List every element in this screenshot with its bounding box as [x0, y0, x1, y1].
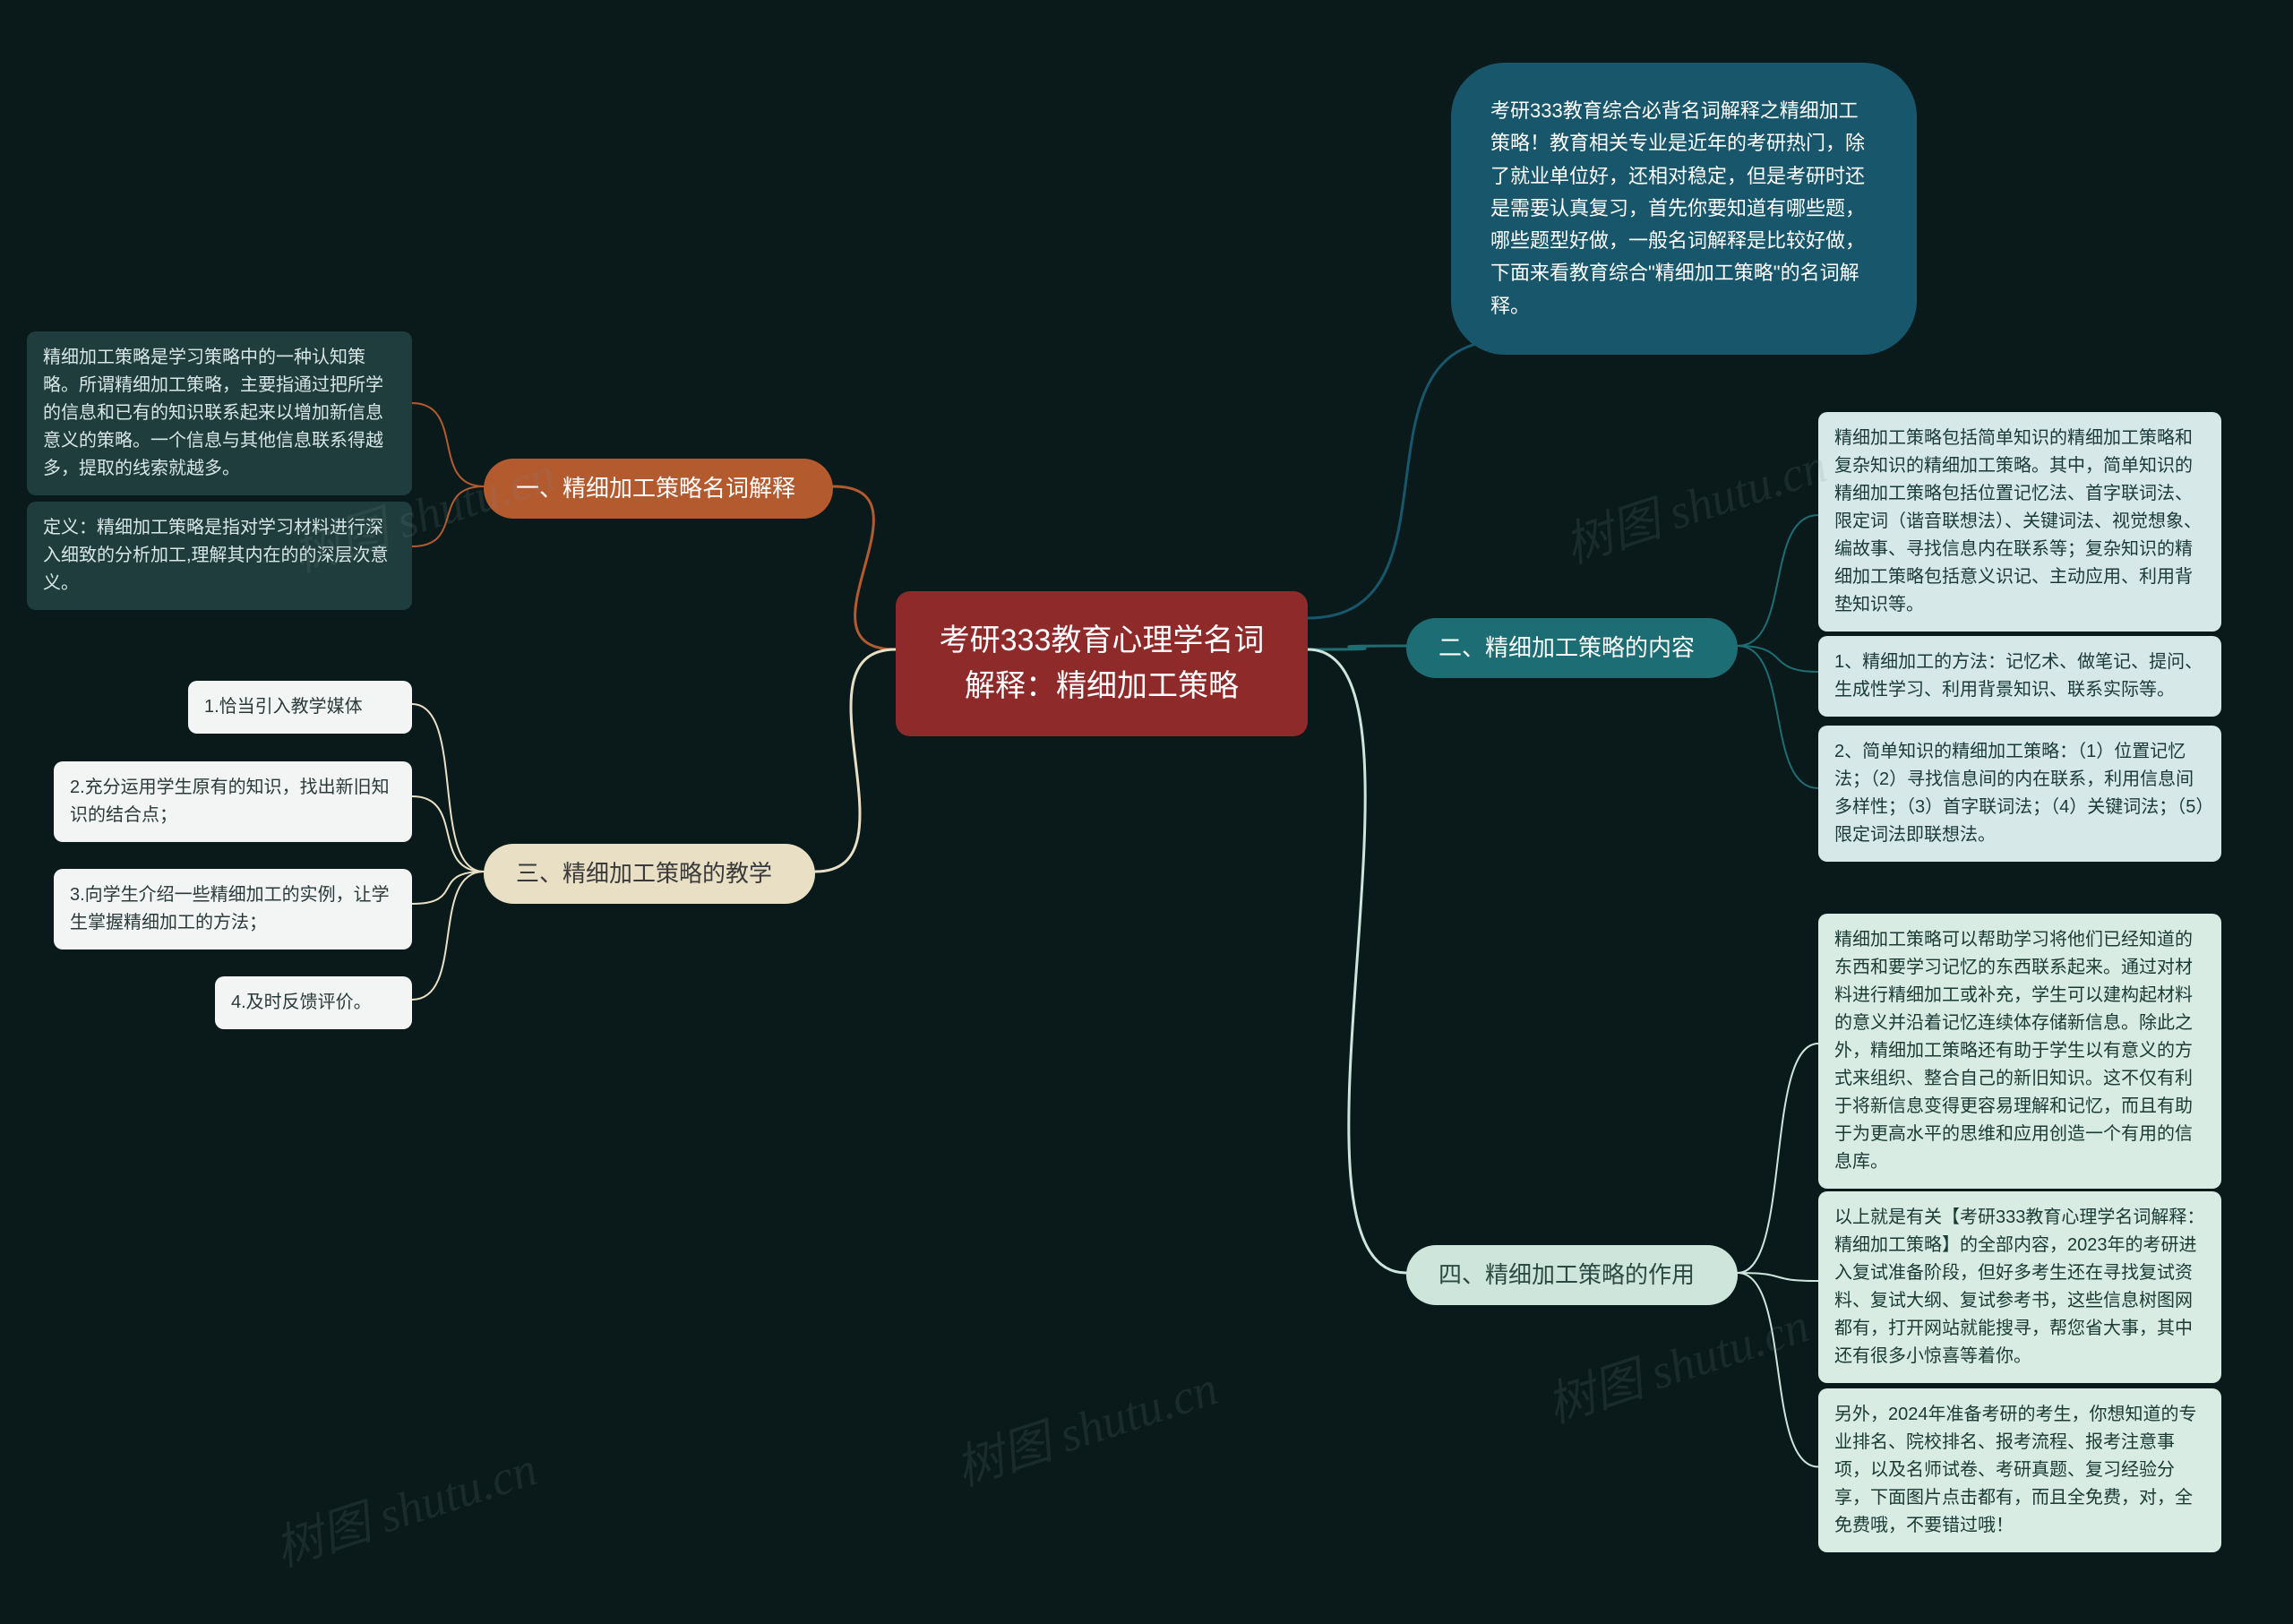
- leaf-node: 精细加工策略是学习策略中的一种认知策略。所谓精细加工策略，主要指通过把所学的信息…: [27, 331, 412, 495]
- root-line1: 考研333教育心理学名词: [932, 618, 1272, 664]
- leaf-node: 3.向学生介绍一些精细加工的实例，让学生掌握精细加工的方法；: [54, 869, 412, 949]
- watermark: 树图 shutu.cn: [1554, 425, 1834, 577]
- watermark: 树图 shutu.cn: [264, 1429, 545, 1580]
- branch-node: 四、精细加工策略的作用: [1406, 1245, 1738, 1305]
- leaf-node: 1.恰当引入教学媒体: [188, 681, 412, 734]
- leaf-node: 定义：精细加工策略是指对学习材料进行深入细致的分析加工,理解其内在的的深层次意义…: [27, 502, 412, 610]
- intro-bubble: 考研333教育综合必背名词解释之精细加工策略！教育相关专业是近年的考研热门，除了…: [1451, 63, 1917, 355]
- leaf-node: 另外，2024年准备考研的考生，你想知道的专业排名、院校排名、报考流程、报考注意…: [1818, 1388, 2221, 1552]
- leaf-node: 精细加工策略包括简单知识的精细加工策略和复杂知识的精细加工策略。其中，简单知识的…: [1818, 412, 2221, 632]
- root-line2: 解释：精细加工策略: [932, 664, 1272, 709]
- leaf-node: 4.及时反馈评价。: [215, 976, 412, 1029]
- leaf-node: 以上就是有关【考研333教育心理学名词解释：精细加工策略】的全部内容，2023年…: [1818, 1191, 2221, 1383]
- leaf-node: 1、精细加工的方法：记忆术、做笔记、提问、生成性学习、利用背景知识、联系实际等。: [1818, 636, 2221, 717]
- branch-node: 二、精细加工策略的内容: [1406, 618, 1738, 678]
- leaf-node: 2.充分运用学生原有的知识，找出新旧知识的结合点；: [54, 761, 412, 842]
- root-node: 考研333教育心理学名词 解释：精细加工策略: [896, 591, 1308, 736]
- watermark: 树图 shutu.cn: [945, 1348, 1225, 1499]
- branch-node: 三、精细加工策略的教学: [484, 844, 815, 904]
- leaf-node: 2、简单知识的精细加工策略：（1）位置记忆法；（2）寻找信息间的内在联系，利用信…: [1818, 726, 2221, 862]
- leaf-node: 精细加工策略可以帮助学习将他们已经知道的东西和要学习记忆的东西联系起来。通过对材…: [1818, 914, 2221, 1189]
- watermark: 树图 shutu.cn: [1536, 1285, 1816, 1437]
- branch-node: 一、精细加工策略名词解释: [484, 459, 833, 519]
